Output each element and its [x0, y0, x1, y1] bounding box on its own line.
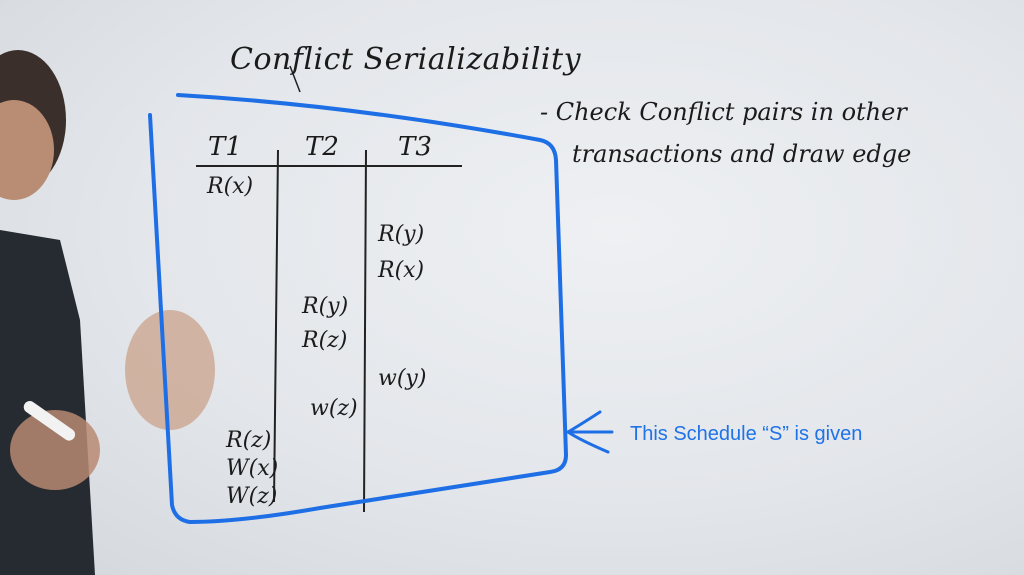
- column-header-t2: T2: [305, 132, 339, 162]
- operation-t1-read-x: R(x): [207, 174, 254, 199]
- arrow-icon: [565, 410, 614, 454]
- operation-t1-write-z: W(z): [226, 484, 278, 509]
- board-title: Conflict Serializability: [230, 42, 582, 77]
- column-header-t1: T1: [208, 132, 242, 162]
- operation-t3-read-x: R(x): [378, 258, 425, 283]
- table-divider-1: [273, 149, 279, 503]
- schedule-bracket: [148, 93, 569, 525]
- presenter-figure: [0, 50, 215, 575]
- table-divider-2: [363, 149, 367, 513]
- board-note-line-2: transactions and draw edge: [572, 140, 912, 168]
- operation-t3-read-y: R(y): [378, 222, 425, 247]
- operation-t2-read-z: R(z): [302, 328, 348, 353]
- operation-t2-read-y: R(y): [302, 294, 349, 319]
- operation-t1-read-z: R(z): [226, 428, 272, 453]
- operation-t2-write-z: w(z): [310, 396, 358, 421]
- operation-t1-write-x: W(x): [226, 456, 279, 481]
- schedule-caption: This Schedule “S” is given: [630, 423, 863, 445]
- board-note-line-1: - Check Conflict pairs in other: [540, 98, 907, 126]
- column-header-t3: T3: [398, 132, 432, 162]
- operation-t3-write-y: w(y): [378, 366, 427, 391]
